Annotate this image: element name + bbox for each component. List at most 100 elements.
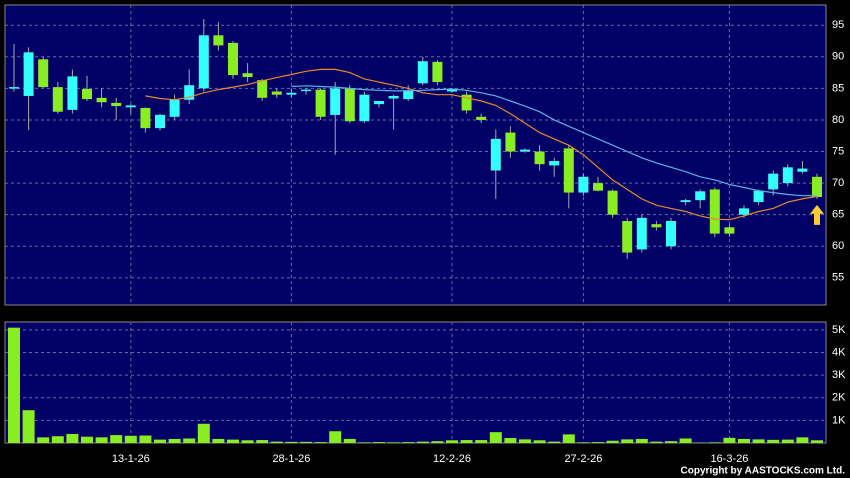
candle-body	[23, 52, 34, 96]
volume-bar	[110, 435, 123, 443]
candle-body	[724, 227, 735, 234]
y-tick-label: 85	[832, 82, 844, 94]
candle-body	[666, 221, 676, 247]
candle-body	[768, 173, 779, 190]
candle-body	[432, 61, 443, 83]
volume-bar	[402, 442, 415, 443]
volume-bar	[708, 442, 721, 443]
indicator-arrow	[810, 204, 824, 225]
volume-panel	[4, 321, 827, 444]
volume-bar	[256, 440, 269, 443]
volume-bar	[37, 437, 50, 443]
volume-bar	[489, 432, 502, 443]
candle-body	[198, 35, 209, 89]
volume-bar	[241, 440, 254, 443]
volume-bar	[767, 439, 780, 443]
x-tick-label: 16-3-26	[710, 453, 748, 465]
candle-body	[461, 94, 472, 111]
price-panel	[4, 4, 827, 306]
candle-body	[140, 107, 151, 129]
candle-body	[490, 138, 501, 171]
volume-bar	[314, 442, 327, 443]
candle-body	[155, 114, 165, 129]
volume-bar	[519, 439, 531, 443]
candle-body	[359, 94, 370, 122]
candle-body	[301, 89, 311, 92]
candle-body	[403, 90, 414, 100]
volume-bar	[577, 442, 590, 443]
y-tick-label: 95	[832, 19, 844, 31]
volume-bar	[431, 441, 444, 443]
y-tick-label: 70	[832, 177, 844, 189]
volume-bar	[475, 440, 488, 443]
volume-bar	[124, 435, 137, 443]
candle-body	[96, 97, 107, 103]
candle-body	[709, 189, 720, 234]
candle-body	[52, 87, 63, 112]
candle-body	[315, 89, 326, 117]
candle-body	[812, 176, 822, 197]
volume-bar	[66, 433, 79, 443]
volume-bar	[197, 423, 210, 443]
candle-body	[447, 89, 457, 92]
y-tick-label: 90	[832, 51, 844, 63]
x-tick-label: 13-1-26	[112, 453, 150, 465]
candle-body	[286, 92, 297, 95]
copyright: Copyright by AASTOCKS.com Ltd.	[681, 466, 846, 477]
volume-bar	[51, 436, 64, 443]
candle-body	[417, 61, 428, 84]
volume-bar	[533, 440, 546, 443]
volume-bar	[387, 442, 400, 443]
y2-tick-label: 4K	[832, 346, 846, 358]
candle-body	[271, 91, 282, 95]
volume-bar	[416, 441, 429, 443]
volume-bar	[504, 438, 517, 443]
candle-body	[169, 99, 180, 117]
volume-bar	[796, 437, 809, 443]
volume-bar	[781, 439, 794, 443]
candle-body	[344, 88, 355, 122]
volume-bar	[270, 441, 283, 443]
volume-bar	[285, 441, 298, 443]
x-tick-label: 28-1-26	[272, 453, 310, 465]
volume-bar	[154, 439, 166, 443]
y-tick-label: 75	[832, 145, 844, 157]
y2-tick-label: 3K	[832, 369, 846, 381]
volume-bar	[227, 439, 239, 443]
volume-bar	[95, 437, 108, 443]
candle-body	[593, 183, 603, 191]
candle-body	[651, 224, 662, 228]
volume-bar	[460, 440, 473, 443]
moving-average-line	[145, 68, 818, 221]
candle-body	[607, 190, 618, 215]
volume-bar	[562, 434, 575, 443]
y2-tick-label: 5K	[832, 324, 846, 336]
volume-bar	[168, 438, 181, 443]
candle-body	[374, 101, 384, 105]
candle-body	[578, 176, 589, 193]
candle-body	[82, 89, 92, 100]
candle-body	[549, 161, 560, 166]
volume-bar	[752, 439, 765, 443]
y2-tick-label: 1K	[832, 414, 846, 426]
candle-body	[622, 221, 633, 253]
candle-body	[213, 35, 224, 46]
volume-bar	[212, 438, 225, 443]
candle-body	[563, 148, 574, 193]
candle-body	[797, 168, 808, 172]
candle-body	[257, 80, 268, 98]
candle-body	[520, 149, 530, 152]
candle-body	[476, 116, 487, 120]
volume-bar	[548, 441, 561, 443]
volume-bar	[665, 441, 677, 443]
y2-tick-label: 2K	[832, 392, 846, 404]
candle-body	[125, 105, 136, 108]
candle-body	[505, 132, 516, 152]
candle-body	[38, 59, 49, 88]
candle-body	[636, 217, 647, 250]
candle-body	[695, 191, 706, 201]
candle-body	[388, 95, 399, 99]
candle-body	[330, 88, 341, 115]
volume-bar	[81, 436, 93, 443]
